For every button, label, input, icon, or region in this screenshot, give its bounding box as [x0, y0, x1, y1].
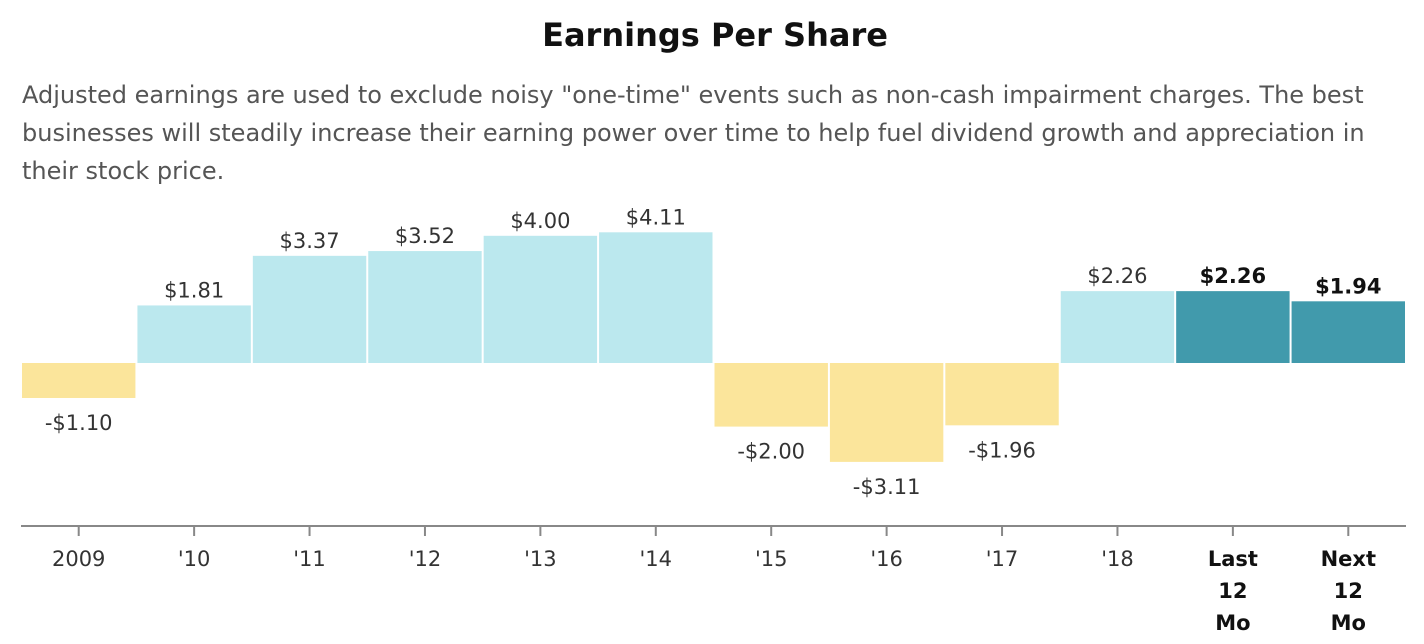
x-tick-label: '13 [524, 547, 557, 571]
x-tick-label: '17 [986, 547, 1019, 571]
data-label: -$1.96 [968, 438, 1036, 462]
x-tick-label: '10 [178, 547, 211, 571]
data-label: -$1.10 [45, 411, 113, 435]
chart-description: Adjusted earnings are used to exclude no… [22, 81, 1365, 185]
x-tick-label: '16 [870, 547, 903, 571]
x-tick-label: '11 [293, 547, 326, 571]
data-label: $2.26 [1200, 264, 1266, 288]
bar [368, 251, 482, 363]
data-label: $1.81 [164, 278, 224, 302]
bar [137, 305, 251, 363]
x-tick-label: '15 [755, 547, 788, 571]
bar [1176, 291, 1290, 363]
x-tick-label: 2009 [52, 547, 105, 571]
bar [599, 232, 713, 363]
x-tick-label: '12 [409, 547, 442, 571]
x-tick-label: Next 12 Mo [1321, 547, 1376, 635]
data-label: $4.11 [626, 205, 686, 229]
bar [1291, 301, 1405, 363]
data-label: -$2.00 [737, 440, 805, 464]
data-label: $3.52 [395, 224, 455, 248]
x-tick-label: '18 [1101, 547, 1134, 571]
x-tick-label: '14 [640, 547, 673, 571]
data-label: $3.37 [279, 229, 339, 253]
bar [714, 363, 828, 427]
bar [829, 363, 944, 462]
data-label: $2.26 [1087, 264, 1147, 288]
data-label: $4.00 [510, 209, 570, 233]
bar [1060, 291, 1175, 363]
x-tick-label: Last 12 Mo [1208, 547, 1258, 635]
data-label: -$3.11 [853, 475, 921, 499]
eps-bar-chart: -$1.10 $1.81 $3.37 $3.52 $4.00 $4.11 -$2.00 -$3… [21, 205, 1406, 635]
chart-title: Earnings Per Share [542, 16, 888, 54]
bar [252, 255, 367, 363]
bar [483, 235, 598, 363]
bar [945, 363, 1059, 426]
bar [22, 363, 136, 398]
data-label: $1.94 [1315, 274, 1381, 298]
